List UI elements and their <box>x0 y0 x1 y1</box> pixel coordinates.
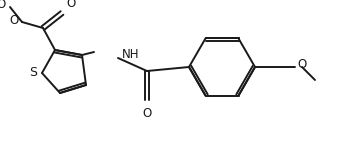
Text: O: O <box>142 107 152 120</box>
Text: NH: NH <box>122 49 140 62</box>
Text: S: S <box>29 66 37 78</box>
Text: O: O <box>66 0 75 10</box>
Text: O: O <box>0 0 6 11</box>
Text: O: O <box>297 58 306 71</box>
Text: O: O <box>10 15 19 27</box>
